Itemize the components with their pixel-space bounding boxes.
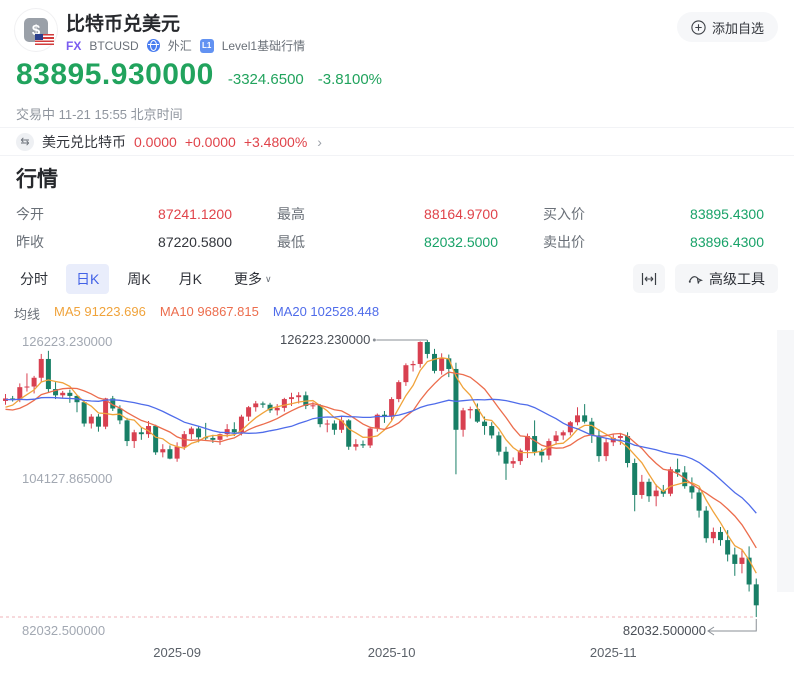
symbol-tags: FX BTCUSD 外汇 L1 Level1基础行情 (66, 37, 305, 54)
quote-item: 昨收 87220.5800 (16, 228, 232, 256)
tab-月K[interactable]: 月K (169, 264, 212, 294)
quote-value: 82032.5000 (424, 234, 498, 250)
quote-item: 今开 87241.1200 (16, 200, 232, 228)
x-axis-label: 2025-11 (590, 645, 637, 660)
reverse-pair-row[interactable]: ⇆ 美元兑比特币 0.0000 +0.0000 +3.4800% › (0, 127, 794, 156)
symbol-code: BTCUSD (89, 38, 139, 53)
avatar: $ (14, 8, 58, 52)
ma5-value: MA5 91223.696 (54, 304, 146, 319)
y-axis-label-min: 82032.500000 (22, 623, 106, 638)
max-price-annotation: 126223.230000 (280, 332, 370, 347)
x-axis-label: 2025-09 (153, 645, 201, 660)
ma5-line (5, 357, 757, 574)
ma20-value: MA20 102528.448 (272, 304, 380, 319)
reverse-pair-change-pct: +3.4800% (243, 133, 308, 150)
quote-item: 卖出价 83896.4300 (543, 228, 764, 256)
reverse-pair-label: 美元兑比特币 (42, 133, 126, 150)
advanced-tools-button[interactable]: 高级工具 (675, 264, 778, 293)
reverse-pair-change: +0.0000 (184, 133, 236, 150)
us-flag-icon (35, 34, 54, 45)
ma-legend: 均线 MA5 91223.696 MA10 96867.815 MA20 102… (14, 304, 379, 323)
more-label: 更多 (234, 271, 263, 287)
price-change-pct: -3.8100% (317, 71, 382, 88)
quote-value: 83895.4300 (690, 206, 764, 222)
ma-legend-title: 均线 (14, 307, 41, 322)
horizontal-resize-icon (641, 272, 657, 285)
y-axis-label-mid: 104127.865000 (22, 471, 113, 486)
plus-circle-icon (691, 19, 706, 35)
quote-value: 83896.4300 (690, 234, 764, 250)
add-watchlist-button[interactable]: 添加自选 (676, 12, 778, 42)
tab-日K[interactable]: 日K (66, 264, 110, 294)
chevron-down-icon: ∨ (265, 273, 272, 284)
price-change: -3324.6500 (227, 71, 304, 88)
quote-item: 买入价 83895.4300 (543, 200, 764, 228)
candlestick-chart[interactable]: 126223.230000 82032.500000 2025-09 2025-10 2… (0, 330, 794, 673)
quotes-title: 行情 (16, 168, 58, 191)
quote-label: 今开 (16, 206, 44, 222)
quote-value: 88164.9700 (424, 206, 498, 222)
quote-label: 最低 (277, 234, 305, 250)
reverse-pair-price: 0.0000 (134, 133, 177, 150)
quote-label: 卖出价 (543, 234, 585, 250)
period-tabs: 分时 日K 周K 月K 更多 ∨ (10, 264, 278, 294)
x-axis-label: 2025-10 (368, 645, 416, 660)
ma10-line (5, 371, 757, 549)
ma20-line (5, 396, 757, 514)
y-axis-label-max: 126223.230000 (22, 334, 113, 349)
market-label: 外汇 (167, 39, 192, 53)
more-dropdown[interactable]: 更多 ∨ (220, 264, 278, 294)
trading-status: 交易中 11-21 15:55 北京时间 (16, 107, 183, 122)
swap-icon: ⇆ (16, 132, 34, 151)
quote-value: 87241.1200 (158, 206, 232, 222)
quote-value: 87220.5800 (158, 234, 232, 250)
price-row: 83895.930000 -3324.6500 -3.8100% (16, 58, 382, 92)
chart-tool-buttons: 高级工具 (633, 264, 778, 293)
quote-label: 最高 (277, 206, 305, 222)
page-title: 比特币兑美元 (66, 14, 181, 35)
fx-badge: FX (66, 38, 82, 53)
chevron-right-icon: › (317, 133, 322, 150)
last-price: 83895.930000 (16, 58, 214, 91)
tab-分时[interactable]: 分时 (10, 264, 58, 294)
quote-item: 最高 88164.9700 (277, 200, 498, 228)
add-watchlist-label: 添加自选 (711, 20, 764, 36)
quote-label: 买入价 (543, 206, 585, 222)
min-price-annotation: 82032.500000 (623, 623, 706, 638)
quote-label: 昨收 (16, 234, 44, 250)
advanced-tools-label: 高级工具 (709, 270, 765, 287)
quote-item: 最低 82032.5000 (277, 228, 498, 256)
tab-周K[interactable]: 周K (117, 264, 160, 294)
drawing-tools-icon (688, 275, 703, 284)
globe-icon (146, 39, 160, 52)
candle-width-button[interactable] (633, 264, 665, 293)
ma10-value: MA10 96867.815 (159, 304, 259, 319)
quotes-grid: 今开 87241.1200 最高 88164.9700 买入价 83895.4300 昨收 8… (16, 200, 778, 256)
level1-label: Level1基础行情 (221, 39, 306, 53)
level1-badge-icon: L1 (199, 38, 214, 53)
